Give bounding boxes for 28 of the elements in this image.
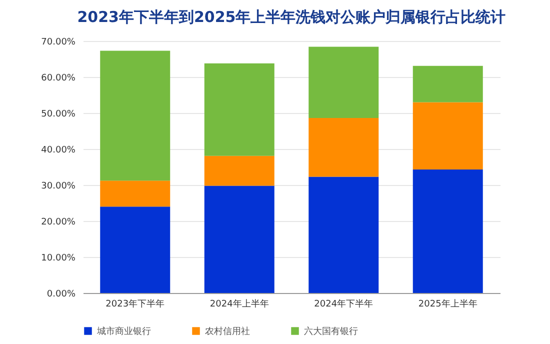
y-tick-label: 60.00% (41, 74, 76, 84)
bar (412, 66, 483, 102)
bar (204, 63, 274, 156)
bar (100, 180, 170, 207)
legend-label: 农村信用社 (205, 326, 250, 337)
bar (308, 46, 379, 118)
bar (412, 102, 483, 170)
bar (204, 156, 274, 186)
y-tick-label: 20.00% (41, 218, 76, 228)
bar (308, 176, 379, 293)
bar (412, 170, 483, 293)
chart-title: 2023年下半年到2025年上半年洗钱对公账户归属银行占比统计 (77, 8, 506, 26)
y-tick-label: 50.00% (41, 110, 76, 120)
bar (100, 50, 170, 181)
bar (308, 118, 379, 177)
y-tick-label: 40.00% (41, 146, 76, 156)
x-tick-label: 2023年下半年 (106, 298, 165, 310)
bar (204, 186, 274, 293)
y-tick-label: 30.00% (41, 182, 76, 192)
legend-label: 六大国有银行 (304, 326, 358, 337)
y-tick-label: 70.00% (41, 38, 76, 48)
legend-label: 城市商业银行 (96, 326, 151, 337)
y-tick-label: 0.00% (46, 290, 76, 300)
x-tick-label: 2024年上半年 (210, 298, 269, 310)
x-tick-label: 2025年上半年 (418, 298, 478, 310)
x-tick-label: 2024年下半年 (314, 298, 374, 310)
y-tick-label: 10.00% (41, 254, 76, 264)
bar (100, 206, 170, 293)
